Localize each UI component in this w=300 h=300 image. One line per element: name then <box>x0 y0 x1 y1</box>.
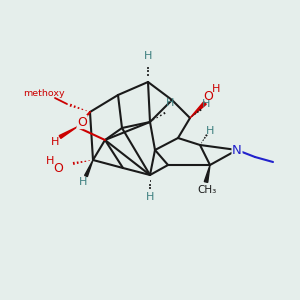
Text: H: H <box>46 156 54 166</box>
Text: O: O <box>77 116 87 128</box>
Text: H: H <box>51 137 59 147</box>
Text: CH₃: CH₃ <box>197 185 217 195</box>
Text: H: H <box>79 177 87 187</box>
Text: O: O <box>203 91 213 103</box>
Text: H: H <box>146 192 154 202</box>
Text: H: H <box>212 84 220 94</box>
Text: H: H <box>166 98 174 108</box>
Polygon shape <box>59 127 77 138</box>
Text: H: H <box>202 99 210 109</box>
Text: H: H <box>206 126 214 136</box>
Polygon shape <box>190 102 206 118</box>
Polygon shape <box>85 160 93 177</box>
Text: methoxy: methoxy <box>23 88 65 98</box>
Text: H: H <box>144 51 152 61</box>
Polygon shape <box>204 165 210 182</box>
Text: O: O <box>53 163 63 176</box>
Text: N: N <box>232 143 242 157</box>
